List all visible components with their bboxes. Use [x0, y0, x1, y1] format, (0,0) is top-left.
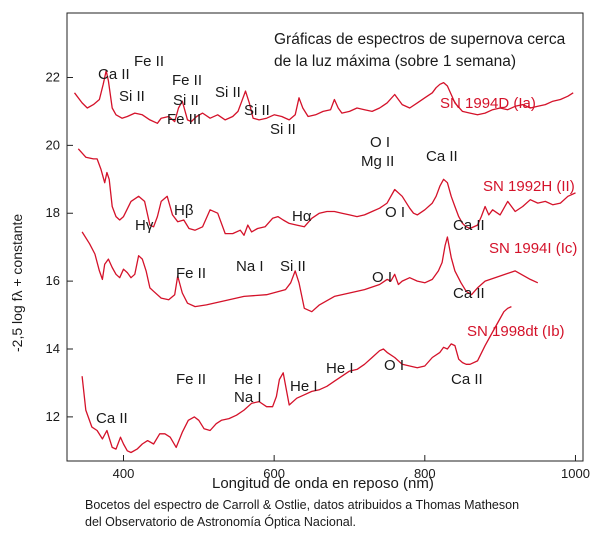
figure-caption: Bocetos del espectro de Carroll & Ostlie…: [85, 497, 585, 531]
annotation: O I: [385, 204, 405, 221]
annotation: He I: [234, 371, 262, 388]
annotation: Si II: [244, 102, 270, 119]
plot-frame: [66, 12, 584, 462]
annotation: Mg II: [361, 153, 394, 170]
annotation: Fe II: [134, 53, 164, 70]
line-annotations: Ca II Si II Fe II Fe II Si II Fe III Si …: [96, 53, 485, 427]
x-tick-label: 400: [113, 466, 135, 481]
annotation: Fe III: [167, 111, 201, 128]
caption-line-1: Bocetos del espectro de Carroll & Ostlie…: [85, 498, 520, 512]
annotation: Ca II: [98, 66, 130, 83]
spectra-curves: [73, 70, 576, 454]
annotation: Na I: [234, 389, 262, 406]
series-line-3: [73, 70, 574, 124]
annotation: O I: [372, 269, 392, 286]
series-label-sn1992h: SN 1992H (II): [483, 178, 575, 195]
y-tick-label: 22: [46, 69, 60, 84]
annotation: Ca II: [96, 410, 128, 427]
series-label-sn1994d: SN 1994D (Ia): [440, 95, 536, 112]
series-line-2: [77, 148, 576, 236]
series-label-sn1998dt: SN 1998dt (Ib): [467, 323, 565, 340]
chart-title-line-2: de la luz máxima (sobre 1 semana): [274, 53, 516, 70]
annotation: Hγ: [135, 217, 154, 234]
annotation: O I: [370, 134, 390, 151]
annotation: Ca II: [426, 148, 458, 165]
series-line-1: [81, 231, 539, 313]
y-tick-label: 16: [46, 273, 60, 288]
chart-title-line-1: Gráficas de espectros de supernova cerca: [274, 31, 566, 48]
annotation: Si II: [173, 92, 199, 109]
x-axis-label: Longitud de onda en reposo (nm): [212, 475, 434, 492]
annotation: Na I: [236, 258, 264, 275]
series-line-0: [81, 306, 512, 454]
annotation: Ca II: [453, 217, 485, 234]
axis-ticks: 400 600 800 1000 12 14 16 18 20 22: [46, 69, 590, 481]
series-label-sn1994i: SN 1994I (Ic): [489, 240, 577, 257]
x-tick-label: 1000: [561, 466, 590, 481]
annotation: Hβ: [174, 202, 194, 219]
y-tick-label: 18: [46, 205, 60, 220]
annotation: Hα: [292, 208, 312, 225]
annotation: Si II: [280, 258, 306, 275]
x-tick-label: 600: [263, 466, 285, 481]
y-tick-label: 20: [46, 137, 60, 152]
annotation: He I: [290, 378, 318, 395]
x-tick-label: 800: [414, 466, 436, 481]
annotation: Ca II: [451, 371, 483, 388]
annotation: Fe II: [176, 371, 206, 388]
y-tick-label: 14: [46, 341, 60, 356]
annotation: Fe II: [172, 72, 202, 89]
annotation: Si II: [270, 121, 296, 138]
annotation: He I: [326, 360, 354, 377]
annotation: Si II: [215, 84, 241, 101]
caption-line-2: del Observatorio de Astronomía Óptica Na…: [85, 515, 356, 529]
annotation: Fe II: [176, 265, 206, 282]
annotation: Ca II: [453, 285, 485, 302]
annotation: O I: [384, 357, 404, 374]
annotation: Si II: [119, 88, 145, 105]
y-tick-label: 12: [46, 409, 60, 424]
y-axis-label: -2,5 log fλ + constante: [9, 214, 25, 352]
